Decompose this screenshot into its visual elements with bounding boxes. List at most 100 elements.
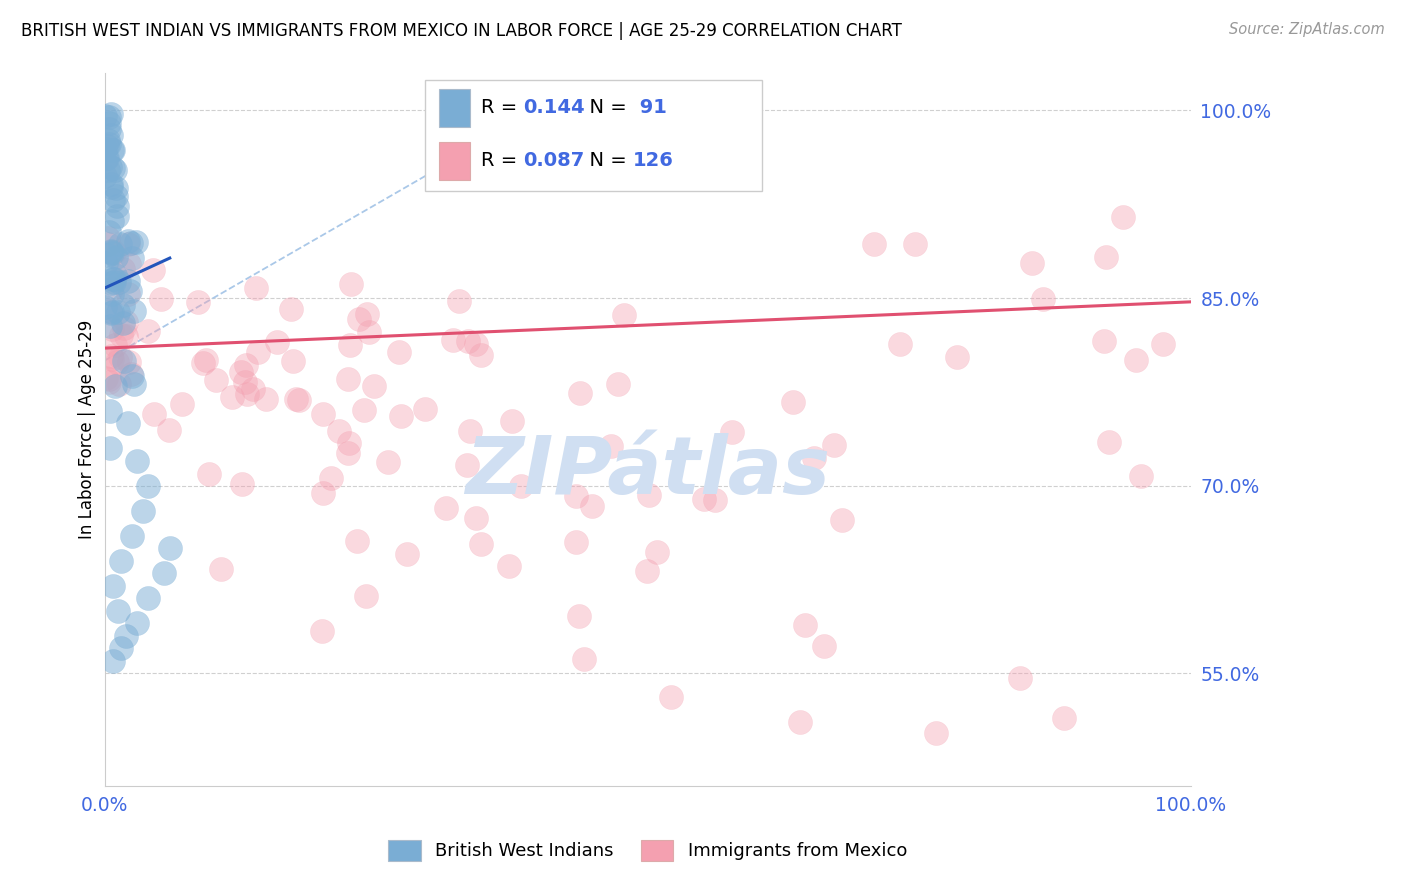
Text: 126: 126	[633, 152, 673, 170]
Point	[377, 455, 399, 469]
Point	[117, 286, 139, 301]
Point	[110, 554, 132, 568]
Point	[464, 337, 486, 351]
Point	[100, 304, 122, 318]
Point	[395, 547, 418, 561]
Text: 91: 91	[633, 98, 666, 117]
Point	[659, 690, 682, 705]
Point	[142, 407, 165, 421]
Point	[107, 305, 129, 319]
Point	[312, 407, 335, 421]
Point	[96, 151, 118, 165]
Point	[118, 257, 141, 271]
Point	[121, 368, 143, 383]
Text: N =: N =	[576, 152, 633, 170]
Point	[1021, 256, 1043, 270]
Point	[94, 109, 117, 123]
Point	[104, 338, 127, 352]
Point	[111, 297, 134, 311]
Point	[110, 641, 132, 656]
Point	[120, 236, 142, 251]
Point	[103, 275, 125, 289]
Point	[465, 511, 488, 525]
Point	[813, 640, 835, 654]
Point	[101, 246, 124, 260]
Point	[120, 368, 142, 382]
Point	[98, 441, 121, 455]
Point	[198, 467, 221, 482]
Point	[1125, 352, 1147, 367]
Point	[115, 629, 138, 643]
Point	[789, 715, 811, 730]
Point	[117, 416, 139, 430]
Point	[101, 272, 124, 286]
Point	[115, 329, 138, 343]
Point	[889, 337, 911, 351]
Point	[112, 353, 135, 368]
Text: BRITISH WEST INDIAN VS IMMIGRANTS FROM MEXICO IN LABOR FORCE | AGE 25-29 CORRELA: BRITISH WEST INDIAN VS IMMIGRANTS FROM M…	[21, 22, 903, 40]
Point	[254, 392, 277, 407]
Point	[195, 353, 218, 368]
Point	[924, 725, 946, 739]
Point	[97, 133, 120, 147]
Point	[159, 541, 181, 556]
Legend: British West Indians, Immigrants from Mexico: British West Indians, Immigrants from Me…	[381, 832, 914, 868]
Point	[98, 372, 121, 386]
Point	[136, 325, 159, 339]
Point	[98, 225, 121, 239]
Point	[172, 396, 194, 410]
Point	[693, 491, 716, 506]
Point	[346, 534, 368, 549]
Point	[100, 177, 122, 191]
Point	[470, 348, 492, 362]
Point	[100, 107, 122, 121]
Point	[98, 375, 121, 389]
Point	[312, 486, 335, 500]
Point	[357, 325, 380, 339]
Point	[498, 558, 520, 573]
Point	[108, 377, 131, 392]
Point	[96, 151, 118, 165]
Point	[574, 652, 596, 666]
Point	[229, 365, 252, 379]
Point	[337, 436, 360, 450]
Point	[101, 287, 124, 301]
Point	[356, 307, 378, 321]
Point	[118, 355, 141, 369]
Point	[1092, 334, 1115, 348]
Point	[565, 489, 588, 503]
Point	[117, 274, 139, 288]
Point	[104, 163, 127, 178]
Point	[233, 375, 256, 389]
Point	[97, 122, 120, 136]
Point	[793, 618, 815, 632]
Text: ZIPátlas: ZIPátlas	[465, 434, 830, 511]
Point	[111, 316, 134, 330]
Point	[721, 425, 744, 439]
Point	[389, 409, 412, 424]
Point	[142, 263, 165, 277]
Point	[131, 504, 153, 518]
Point	[115, 315, 138, 329]
Point	[242, 382, 264, 396]
Point	[108, 237, 131, 252]
Point	[94, 256, 117, 270]
Point	[457, 334, 479, 348]
Point	[110, 328, 132, 343]
Point	[107, 604, 129, 618]
Point	[319, 471, 342, 485]
Point	[150, 293, 173, 307]
Point	[96, 139, 118, 153]
Point	[108, 350, 131, 364]
Point	[118, 284, 141, 298]
Point	[946, 351, 969, 365]
Text: Source: ZipAtlas.com: Source: ZipAtlas.com	[1229, 22, 1385, 37]
Point	[328, 424, 350, 438]
Point	[283, 354, 305, 368]
Point	[245, 281, 267, 295]
Point	[101, 193, 124, 207]
Point	[247, 345, 270, 359]
Point	[103, 579, 125, 593]
Point	[363, 378, 385, 392]
Point	[823, 438, 845, 452]
